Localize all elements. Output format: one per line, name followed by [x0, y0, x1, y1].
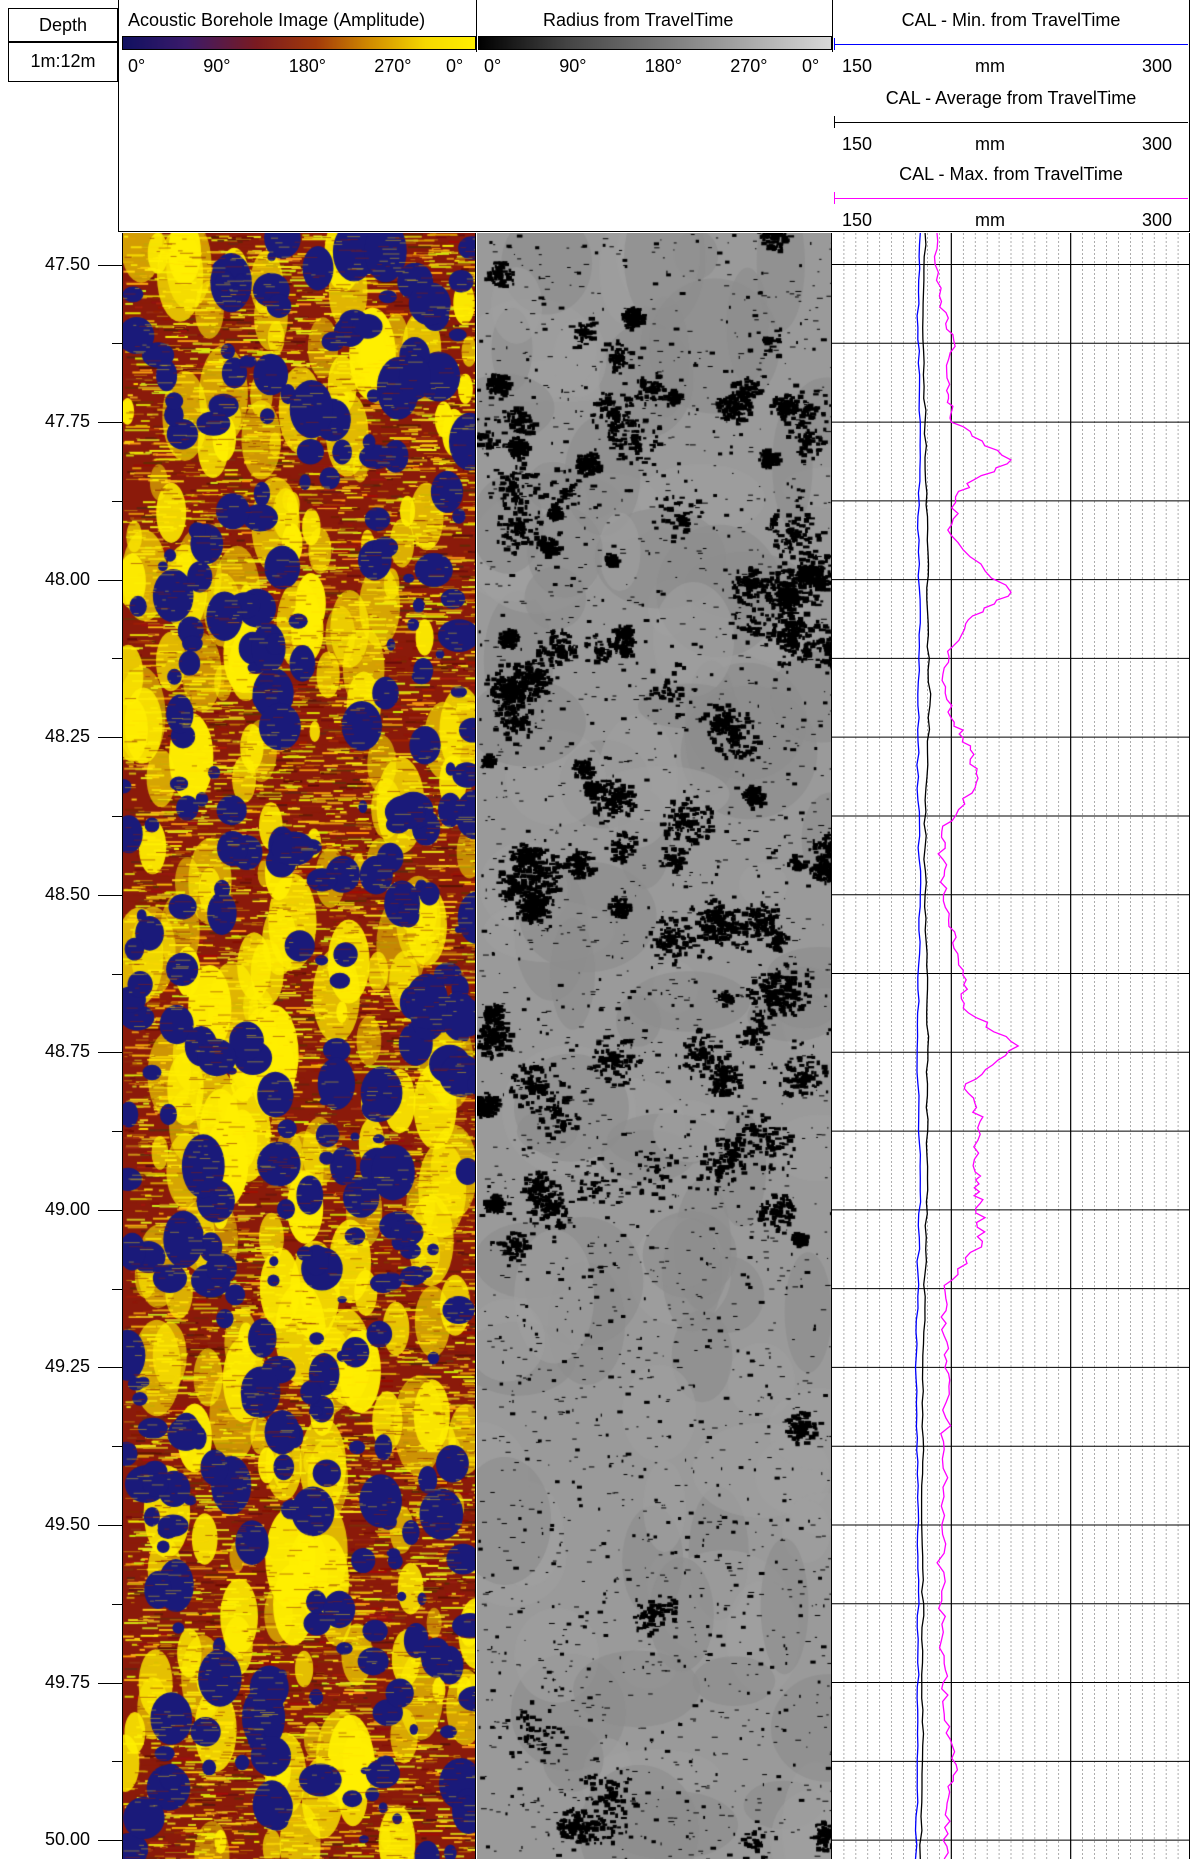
caliper-curve-title-2: CAL - Max. from TravelTime [899, 164, 1123, 184]
depth-minor-tick-9 [112, 1761, 122, 1763]
caliper-scale-unit-2: mm [975, 210, 1005, 230]
caliper-legend-tick-0 [834, 38, 835, 50]
depth-label-2: 48.00 [44, 568, 90, 589]
depth-label-4: 48.50 [44, 883, 90, 904]
depth-label-9: 49.75 [44, 1671, 90, 1692]
amplitude-color-scale [122, 36, 476, 50]
caliper-legend-tick-1 [834, 116, 835, 128]
amplitude-image [123, 233, 475, 1859]
depth-minor-tick-3 [112, 815, 122, 817]
depth-minor-tick-1 [112, 500, 122, 502]
radius-track-title: Radius from TravelTime [543, 10, 734, 30]
caliper-scale-min-0: 150 [842, 56, 873, 76]
depth-minor-tick-4 [112, 973, 122, 975]
caliper-legend-line-1 [834, 122, 1188, 123]
depth-minor-tick-2 [112, 658, 122, 660]
caliper-series-2 [933, 233, 1020, 1859]
amplitude-image-panel [122, 233, 476, 1859]
caliper-legend-line-0 [834, 44, 1188, 45]
depth-minor-tick-5 [112, 1131, 122, 1133]
depth-major-tick-1 [98, 422, 122, 424]
depth-title-cell: Depth [8, 8, 118, 42]
depth-minor-tick-6 [112, 1288, 122, 1290]
amplitude-tick-1: 90° [203, 56, 231, 76]
depth-title: Depth [38, 15, 88, 35]
radius-tick-1: 90° [559, 56, 587, 76]
depth-label-7: 49.25 [44, 1356, 90, 1377]
depth-major-tick-8 [98, 1524, 122, 1526]
depth-label-10: 50.00 [44, 1829, 90, 1850]
caliper-scale-max-2: 300 [1142, 210, 1173, 230]
depth-major-tick-4 [98, 894, 122, 896]
depth-major-tick-0 [98, 264, 122, 266]
caliper-scale-min-2: 150 [842, 210, 873, 230]
depth-minor-tick-0 [112, 343, 122, 345]
caliper-track-panel [832, 233, 1190, 1859]
depth-major-tick-3 [98, 737, 122, 739]
caliper-curve-title-1: CAL - Average from TravelTime [885, 88, 1137, 108]
amplitude-tick-0: 0° [128, 56, 146, 76]
caliper-series-0 [914, 233, 922, 1859]
amplitude-tick-2: 180° [288, 56, 326, 76]
radius-image [477, 233, 831, 1859]
radius-image-panel [477, 233, 832, 1859]
amplitude-track-title: Acoustic Borehole Image (Amplitude) [128, 10, 426, 30]
radius-tick-2: 180° [644, 56, 682, 76]
header-divider-2 [832, 0, 833, 52]
header-divider-1 [476, 0, 477, 52]
depth-scale: 1m:12m [30, 51, 96, 71]
depth-label-6: 49.00 [44, 1198, 90, 1219]
depth-major-tick-5 [98, 1052, 122, 1054]
depth-major-tick-10 [98, 1840, 122, 1842]
depth-minor-tick-7 [112, 1446, 122, 1448]
caliper-scale-unit-0: mm [975, 56, 1005, 76]
radius-tick-4: 0° [802, 56, 820, 76]
depth-major-tick-2 [98, 579, 122, 581]
caliper-scale-unit-1: mm [975, 134, 1005, 154]
caliper-scale-max-1: 300 [1142, 134, 1173, 154]
caliper-curve-title-0: CAL - Min. from TravelTime [901, 10, 1121, 30]
depth-major-tick-7 [98, 1367, 122, 1369]
radius-gray-scale [478, 36, 832, 50]
caliper-scale-max-0: 300 [1142, 56, 1173, 76]
depth-label-8: 49.50 [44, 1513, 90, 1534]
header-frame [118, 0, 1190, 232]
amplitude-tick-4: 0° [446, 56, 464, 76]
depth-label-1: 47.75 [44, 411, 90, 432]
depth-label-3: 48.25 [44, 726, 90, 747]
caliper-series-1 [919, 233, 932, 1859]
depth-label-0: 47.50 [44, 253, 90, 274]
depth-major-tick-6 [98, 1209, 122, 1211]
caliper-scale-min-1: 150 [842, 134, 873, 154]
amplitude-tick-3: 270° [374, 56, 412, 76]
depth-scale-cell: 1m:12m [8, 42, 118, 82]
radius-tick-3: 270° [730, 56, 768, 76]
caliper-curves-plot [832, 233, 1189, 1859]
caliper-legend-line-2 [834, 198, 1188, 199]
depth-major-tick-9 [98, 1682, 122, 1684]
radius-tick-0: 0° [484, 56, 502, 76]
caliper-legend-tick-2 [834, 192, 835, 204]
depth-minor-tick-8 [112, 1603, 122, 1605]
depth-label-5: 48.75 [44, 1041, 90, 1062]
